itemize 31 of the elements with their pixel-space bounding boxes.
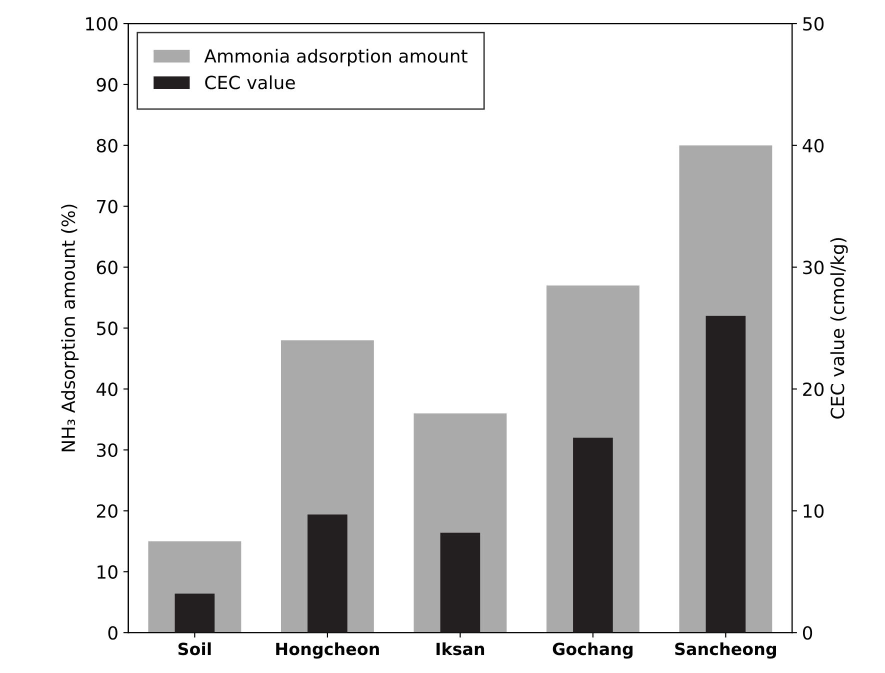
y-tick-label: 70: [97, 200, 118, 214]
x-tick-label: Soil: [178, 642, 211, 656]
y-tick-label: 60: [96, 260, 118, 274]
bar: [174, 594, 215, 633]
x-tick-label: Sancheong: [675, 642, 776, 659]
y2-tick-label: 30: [803, 260, 824, 274]
y-tick-label: 0: [108, 626, 118, 640]
y-tick-label: 50: [97, 322, 118, 336]
y2-tick-label: 0: [802, 626, 812, 640]
y-tick-label: 100: [86, 17, 118, 31]
legend-label: CEC value: [205, 75, 295, 90]
y2-axis-title: CEC value (cmol/kg): [830, 238, 848, 419]
y-tick-label: 80: [96, 138, 118, 152]
y2-tick-label: 20: [803, 382, 824, 396]
y2-tick-label: 10: [804, 504, 824, 518]
legend-label: Ammonia adsorption amount: [204, 48, 468, 66]
x-tick-label: Gochang: [552, 642, 633, 659]
x-tick-label: Iksan: [436, 642, 484, 656]
y-axis-title: NH₃ Adsorption amount (%): [61, 204, 79, 452]
bar: [308, 514, 348, 633]
y-tick-label: 30: [97, 443, 118, 458]
bar: [706, 316, 746, 633]
y-tick-label: 40: [96, 382, 118, 396]
bar: [440, 532, 480, 633]
bar: [573, 438, 613, 633]
x-tick-label: Hongcheon: [276, 642, 379, 659]
y-tick-label: 10: [98, 565, 118, 579]
y2-tick-label: 40: [802, 138, 824, 152]
y-tick-label: 20: [96, 504, 118, 518]
y2-tick-label: 50: [803, 17, 824, 31]
y-tick-label: 90: [96, 78, 118, 92]
